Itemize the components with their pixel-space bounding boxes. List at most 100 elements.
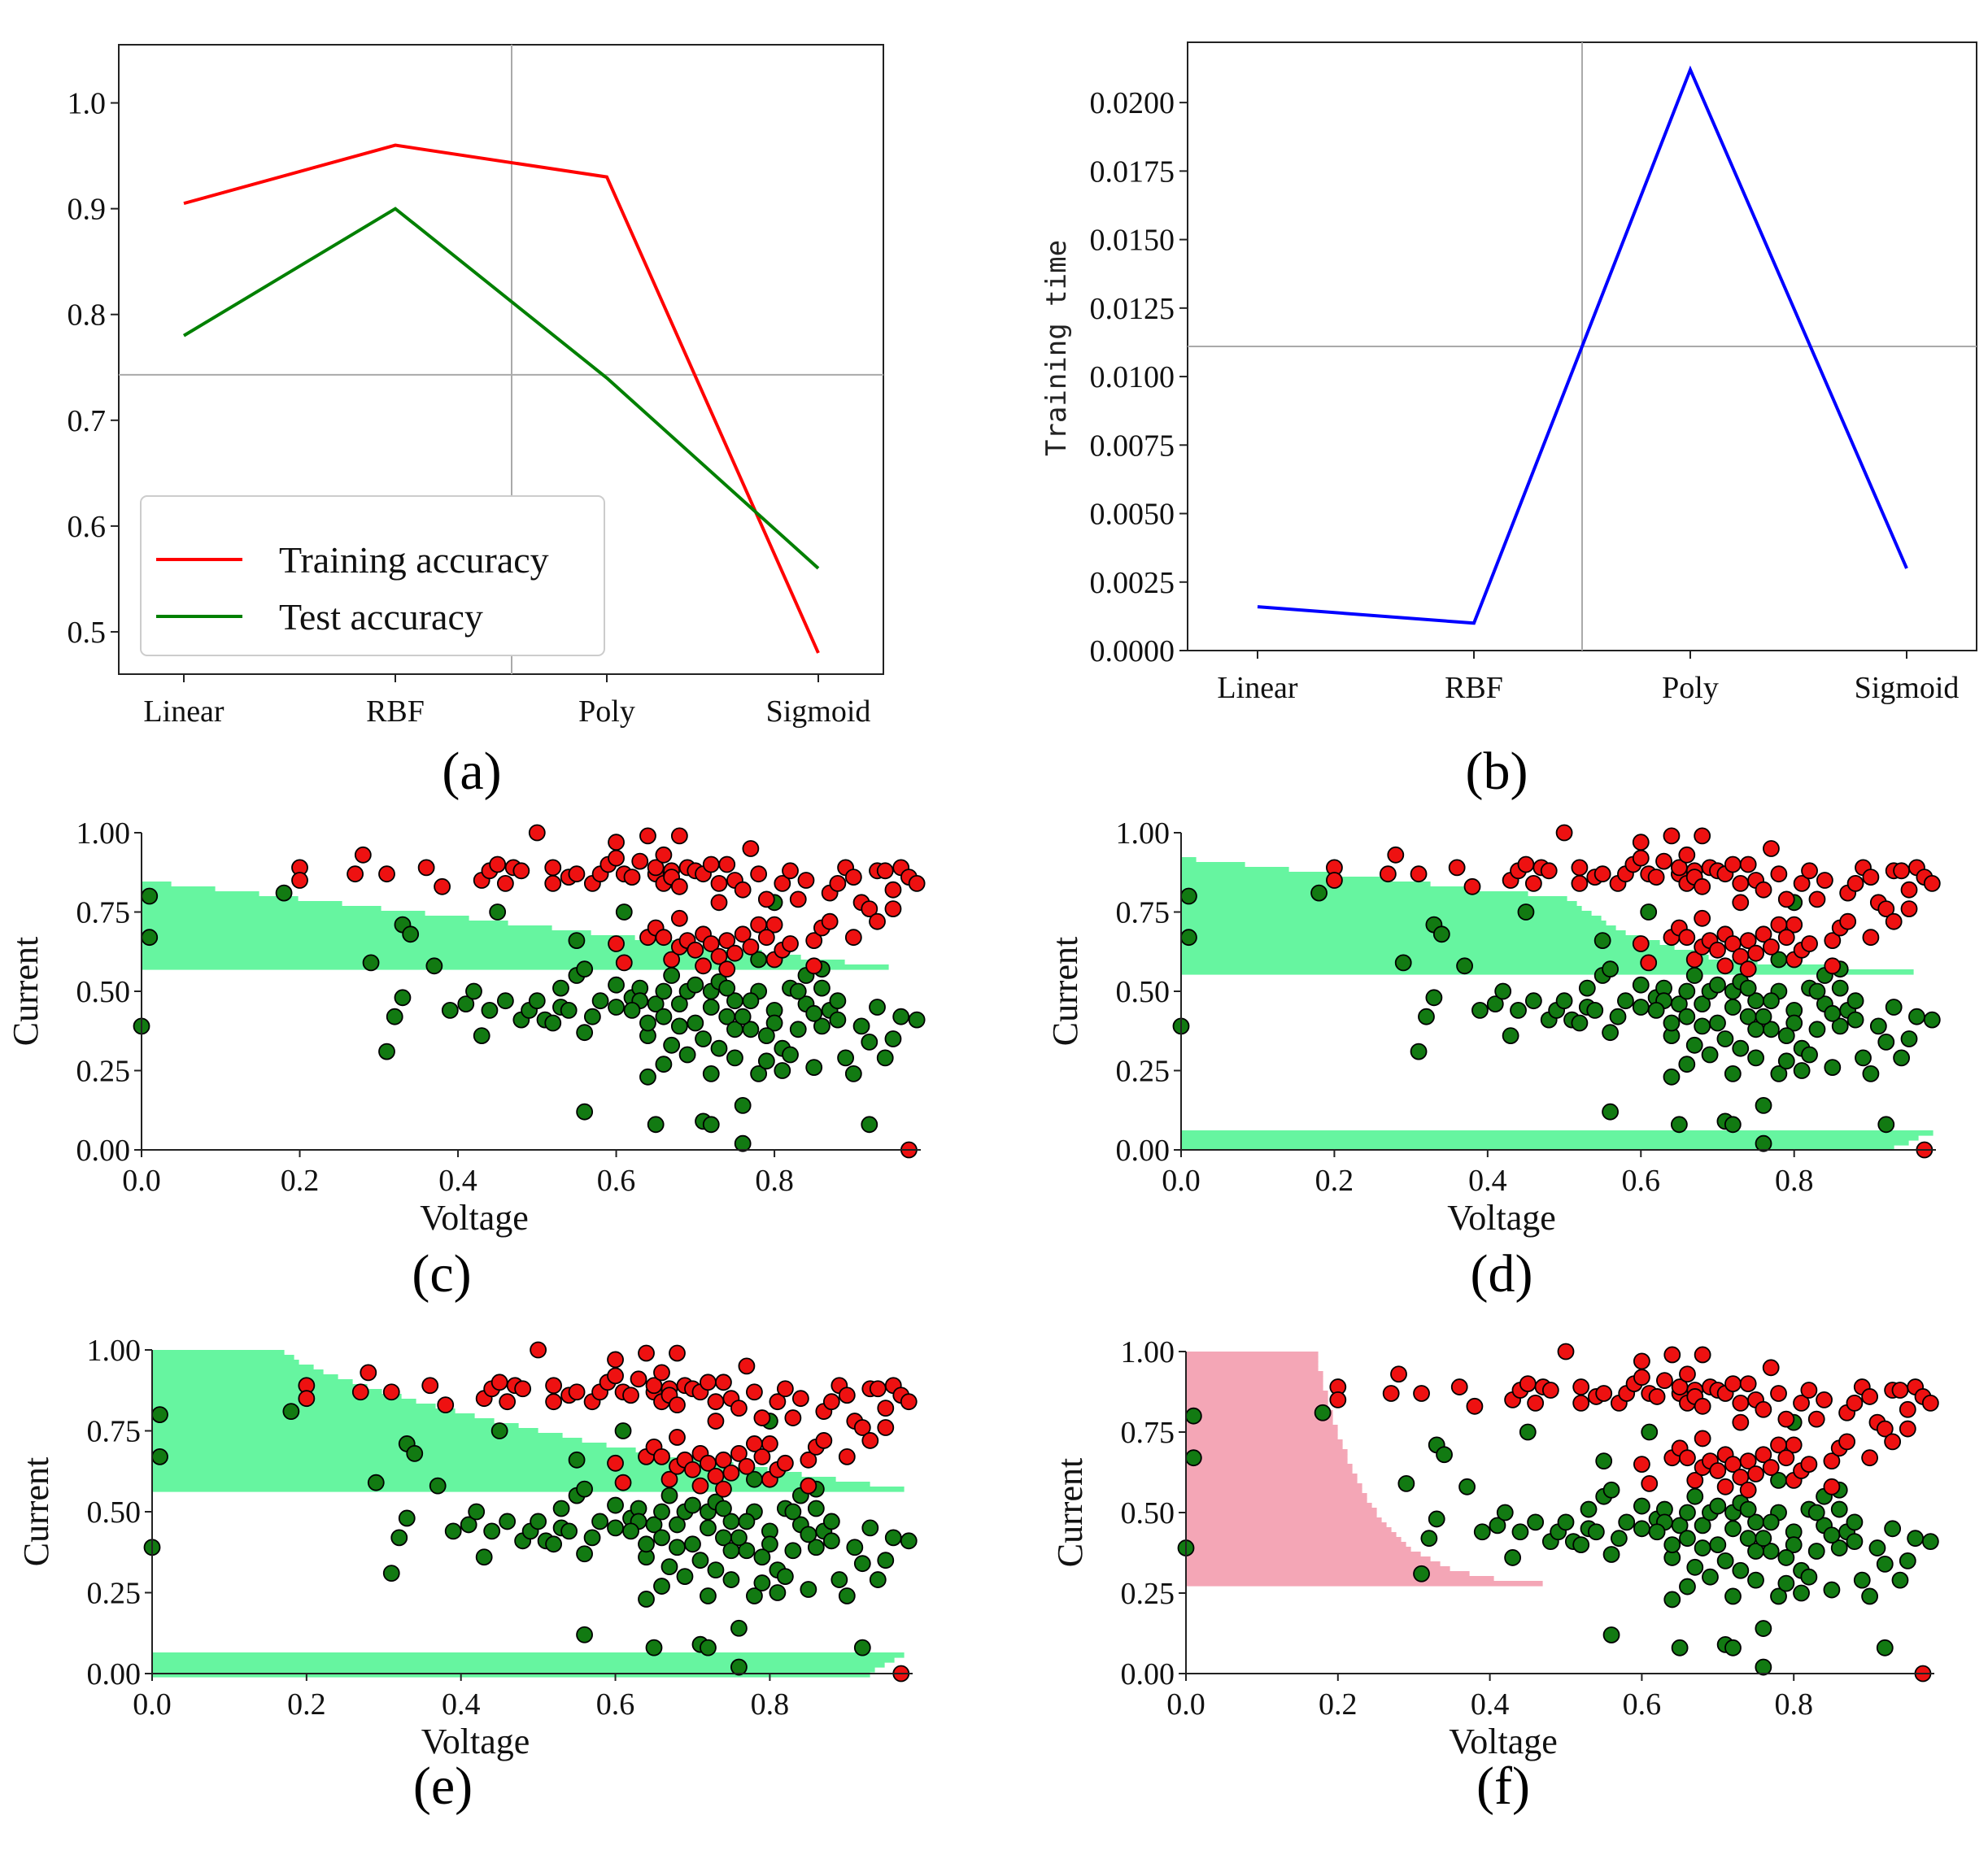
data-point-red [607, 1454, 624, 1472]
data-point-red [545, 1377, 563, 1395]
data-point-red [1541, 1382, 1559, 1399]
data-point-green [639, 1014, 656, 1032]
data-point-green [608, 999, 625, 1016]
data-point-red [1572, 1378, 1590, 1395]
data-point-green [1425, 989, 1443, 1007]
region-cell [1186, 1454, 1348, 1460]
data-point-red [1678, 929, 1696, 947]
data-point-red [776, 1380, 794, 1398]
data-point-green [746, 1587, 763, 1604]
data-point-green [678, 1046, 696, 1064]
data-point-red [1382, 1385, 1400, 1402]
region-cell [152, 1457, 704, 1463]
x-tick-label: 0.8 [751, 1687, 790, 1722]
data-point-green [1785, 1014, 1803, 1032]
region-cell [1186, 1410, 1333, 1416]
region-cell [1186, 1391, 1328, 1396]
data-point-green [1686, 1487, 1704, 1505]
data-point-green [687, 1014, 704, 1032]
data-point-red [753, 1448, 771, 1465]
region-cell [142, 921, 508, 926]
data-point-red [1807, 1410, 1825, 1428]
data-point-green [861, 1519, 879, 1537]
data-point-green [275, 884, 293, 902]
x-tick-label: 0.0 [133, 1687, 172, 1722]
data-point-green [655, 1056, 673, 1073]
data-point-red [354, 846, 372, 864]
y-tick-label: 0.0050 [1090, 498, 1175, 532]
data-point-green [576, 1024, 594, 1042]
data-point-green [1747, 1021, 1764, 1038]
region-cell [1181, 877, 1387, 882]
data-point-green [853, 1555, 871, 1573]
data-point-red [1747, 944, 1764, 962]
data-point-green [1755, 1620, 1772, 1637]
data-point-green [1846, 1533, 1864, 1551]
data-point-red [670, 877, 688, 895]
data-point-red [1410, 865, 1428, 883]
data-point-green [429, 1477, 447, 1495]
x-axis-label: Voltage [420, 1198, 529, 1238]
legend: Training accuracy Test accuracy [140, 495, 605, 656]
data-point-green [1861, 1587, 1879, 1605]
data-point-green [742, 992, 760, 1010]
data-point-red [861, 1432, 879, 1449]
region-cell [1181, 916, 1602, 921]
panel-label-c: (c) [412, 1244, 471, 1304]
data-point-green [576, 1545, 593, 1563]
data-point-red [568, 1383, 586, 1401]
data-point-green [1755, 1658, 1772, 1676]
data-point-red [1862, 869, 1880, 886]
region-cell [152, 1428, 538, 1434]
data-point-green [813, 979, 831, 997]
data-point-green [726, 1021, 743, 1038]
data-point-green [1846, 1513, 1864, 1531]
data-point-green [676, 1568, 694, 1585]
series-line-test-accuracy [182, 207, 820, 570]
data-point-red [1739, 1481, 1757, 1499]
data-point-red [707, 1393, 725, 1411]
data-point-red [738, 1457, 756, 1475]
data-point-green [1504, 1549, 1522, 1566]
data-point-green [591, 1513, 608, 1530]
data-point-green [1732, 1561, 1750, 1579]
data-point-red [528, 824, 546, 842]
data-point-red [1527, 1394, 1545, 1412]
region-cell [1186, 1469, 1353, 1474]
data-point-red [1893, 862, 1911, 880]
data-point-red [1923, 875, 1941, 892]
data-point-green [807, 1500, 825, 1517]
data-point-green [670, 1017, 688, 1035]
region-cell [1186, 1547, 1411, 1552]
data-point-red [1747, 1465, 1764, 1482]
data-point-green [1602, 1481, 1620, 1499]
data-point-green [141, 929, 159, 947]
data-point-green [684, 1496, 701, 1514]
data-point-green [378, 1043, 395, 1060]
data-point-green [653, 1578, 670, 1595]
data-point-green [655, 982, 673, 1000]
data-point-green [1571, 1014, 1589, 1032]
x-tick-label: Sigmoid [1855, 671, 1960, 705]
data-point-red [499, 1393, 517, 1411]
scatter-points [1172, 824, 1941, 1159]
data-point-red [1877, 900, 1895, 917]
data-point-green [1694, 1017, 1711, 1035]
data-point-green [765, 1014, 783, 1032]
data-point-green [1610, 1530, 1628, 1548]
region-cell [142, 945, 718, 951]
data-point-red [715, 1451, 732, 1469]
data-point-red [1800, 1382, 1818, 1399]
region-cell [142, 891, 259, 897]
data-point-red [1663, 1346, 1681, 1364]
region-cell [1186, 1488, 1362, 1494]
region-cell [152, 1477, 836, 1482]
data-point-red [623, 869, 641, 886]
data-point-green [800, 1581, 817, 1598]
data-point-green [734, 1097, 752, 1114]
data-point-red [291, 872, 308, 889]
data-point-green [807, 1539, 825, 1556]
data-point-green [1471, 1002, 1489, 1019]
data-point-green [789, 1021, 807, 1038]
region-cell [142, 882, 172, 887]
